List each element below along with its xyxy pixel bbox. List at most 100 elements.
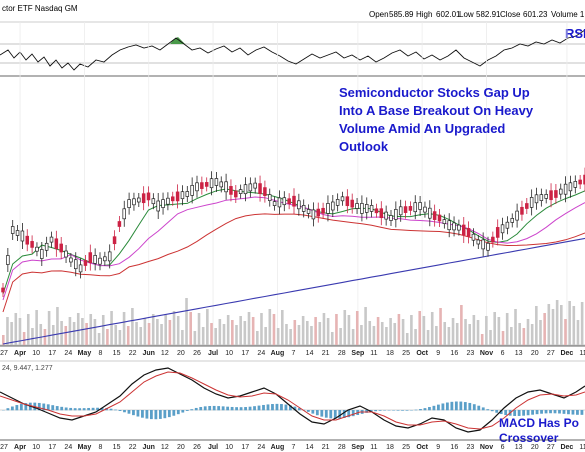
x-tick-label: 13 bbox=[515, 444, 523, 451]
histogram-bar bbox=[10, 406, 14, 411]
histogram-bar bbox=[463, 402, 467, 411]
volume-bar bbox=[330, 332, 334, 345]
rsi-label: RSI bbox=[565, 26, 585, 41]
candle-body bbox=[107, 251, 112, 262]
volume-bar bbox=[193, 331, 197, 345]
volume-bar bbox=[560, 305, 563, 345]
volume-bar bbox=[355, 311, 359, 345]
volume-bar bbox=[118, 330, 122, 345]
volume-bar bbox=[460, 305, 463, 345]
volume-bar bbox=[226, 315, 230, 345]
volume-bar bbox=[543, 313, 546, 345]
volume-bar bbox=[243, 321, 247, 345]
histogram-bar bbox=[495, 410, 499, 413]
candle-body bbox=[204, 182, 209, 187]
histogram-bar bbox=[324, 410, 328, 418]
histogram-bar bbox=[499, 410, 503, 415]
candle-body bbox=[277, 197, 282, 208]
candle-body bbox=[544, 194, 548, 199]
histogram-bar bbox=[396, 410, 400, 411]
histogram-bar bbox=[127, 410, 131, 414]
volume-bar bbox=[189, 312, 192, 345]
histogram-bar bbox=[414, 409, 418, 411]
histogram-bar bbox=[271, 404, 274, 411]
histogram-bar bbox=[378, 410, 382, 411]
candle-body bbox=[486, 242, 490, 251]
histogram-bar bbox=[154, 410, 158, 420]
candle-body bbox=[234, 190, 238, 198]
histogram-bar bbox=[544, 410, 548, 414]
candle-body bbox=[355, 203, 359, 209]
histogram-bar bbox=[123, 410, 126, 413]
x-tick-label: Jun bbox=[143, 444, 155, 451]
rsi-panel: RSI bbox=[0, 21, 585, 77]
histogram-bar bbox=[262, 404, 265, 411]
x-tick-label: 24 bbox=[64, 444, 72, 451]
x-tick-label: 22 bbox=[129, 350, 137, 357]
x-tick-label: 21 bbox=[322, 444, 330, 451]
candle-body bbox=[112, 236, 117, 245]
annotation-line-3: Volume Amid An Upgraded bbox=[339, 121, 505, 136]
candle-body bbox=[175, 191, 180, 202]
candle-body bbox=[403, 206, 408, 213]
histogram-bar bbox=[91, 407, 95, 411]
candle-body bbox=[442, 219, 447, 224]
histogram-bar bbox=[284, 404, 288, 411]
histogram-bar bbox=[432, 405, 436, 411]
candle-body bbox=[229, 186, 233, 195]
histogram-bar bbox=[118, 410, 122, 411]
x-tick-label: Oct bbox=[416, 350, 428, 357]
volume-bar bbox=[476, 320, 480, 345]
volume-bar bbox=[351, 329, 355, 345]
volume-bar bbox=[293, 320, 297, 345]
x-tick-label: 10 bbox=[32, 444, 40, 451]
x-tick-label: 13 bbox=[515, 350, 523, 357]
candle-body bbox=[471, 233, 476, 241]
candle-body bbox=[166, 197, 170, 205]
volume-bar bbox=[551, 309, 555, 345]
candle-body bbox=[398, 206, 403, 216]
histogram-bar bbox=[19, 403, 23, 411]
volume-bar bbox=[156, 319, 159, 345]
x-tick-label: 24 bbox=[257, 444, 265, 451]
volume-bar bbox=[172, 311, 176, 345]
candle-body bbox=[326, 203, 330, 214]
candle-body bbox=[263, 187, 267, 196]
histogram-bar bbox=[513, 410, 517, 416]
volume-bar bbox=[343, 310, 347, 345]
volume-bar bbox=[276, 328, 280, 345]
macd-histogram bbox=[2, 401, 584, 420]
x-tick-label: 26 bbox=[193, 350, 201, 357]
volume-bar bbox=[326, 318, 330, 345]
histogram-bar bbox=[468, 402, 472, 411]
volume-bar bbox=[214, 328, 217, 345]
x-tick-label: 10 bbox=[32, 350, 40, 357]
histogram-bar bbox=[221, 406, 225, 411]
histogram-bar bbox=[55, 406, 59, 411]
volume-bar bbox=[272, 314, 276, 345]
volume-bar bbox=[72, 322, 76, 345]
x-tick-label: 7 bbox=[292, 350, 296, 357]
histogram-bar bbox=[423, 408, 427, 411]
price-panel bbox=[0, 22, 585, 346]
candle-body bbox=[88, 252, 93, 263]
volume-bar bbox=[401, 319, 405, 345]
candle-body bbox=[59, 243, 63, 253]
x-tick-label: 6 bbox=[501, 444, 505, 451]
x-tick-label: 11 bbox=[370, 444, 377, 451]
candle-body bbox=[306, 209, 311, 214]
candle-body bbox=[35, 246, 39, 252]
candle-body bbox=[258, 183, 262, 194]
candle-body bbox=[10, 226, 15, 234]
volume-bar bbox=[501, 331, 505, 345]
histogram-bar bbox=[109, 408, 113, 411]
x-tick-label: 28 bbox=[338, 350, 346, 357]
x-tick-label: May bbox=[78, 350, 92, 357]
volume-bar bbox=[110, 311, 113, 345]
candle-body bbox=[49, 236, 54, 243]
histogram-bar bbox=[100, 407, 104, 411]
volume-bar bbox=[468, 324, 471, 345]
volume-bar bbox=[547, 304, 551, 345]
histogram-bar bbox=[540, 410, 543, 414]
candle-body bbox=[40, 249, 44, 259]
